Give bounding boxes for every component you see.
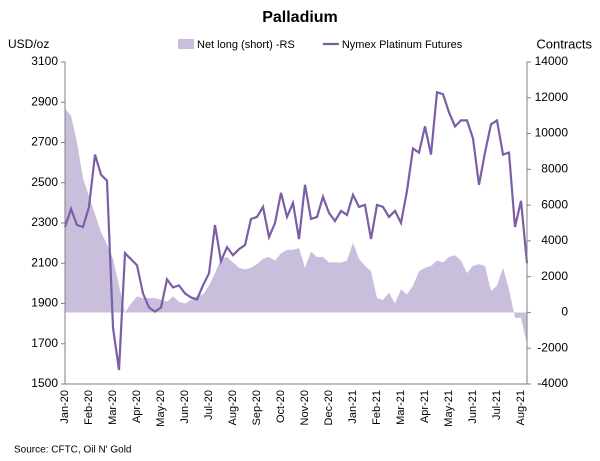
x-tick-label: Mar-21 [395,390,407,425]
x-tick-label: Apr-21 [419,390,431,423]
y-tick-label: 1900 [31,296,58,310]
x-tick-label: Jun-20 [179,390,191,424]
y2-tick-label: 6000 [541,197,568,211]
x-tick-label: Feb-21 [371,390,383,425]
x-tick-label: Jul-21 [491,390,503,420]
y2-tick-label: 2000 [541,269,568,283]
x-tick-label: Apr-20 [131,390,143,423]
y2-tick-label: 0 [561,305,568,319]
x-tick-label: May-20 [155,390,167,427]
x-tick-label: Feb-20 [83,390,95,425]
x-tick-label: May-21 [443,390,455,427]
y2-tick-label: -4000 [537,376,568,390]
y-axis-label: USD/oz [8,37,49,51]
legend-label: Net long (short) -RS [197,39,295,51]
y-tick-label: 1500 [31,376,58,390]
y-tick-label: 2500 [31,175,58,189]
y-tick-label: 2700 [31,135,58,149]
line [63,90,529,371]
x-tick-label: Nov-20 [299,390,311,425]
y2-axis-label: Contracts [536,36,592,51]
x-tick-label: Jun-21 [467,390,479,424]
y2-tick-label: 14000 [535,54,569,68]
y-tick-label: 2100 [31,255,58,269]
x-tick-label: Aug-20 [227,390,239,425]
y2-tick-label: 4000 [541,233,568,247]
y2-tick-label: -2000 [537,340,568,354]
x-tick-label: Aug-21 [515,390,527,425]
y2-tick-label: 12000 [535,90,569,104]
x-tick-label: Jan-21 [347,390,359,424]
x-tick-label: Sep-20 [251,390,263,425]
legend-label: Nymex Platinum Futures [342,39,463,51]
chart-title: Palladium [262,9,338,26]
area [65,108,527,345]
y2-tick-label: 10000 [535,126,569,140]
y-tick-label: 3100 [31,54,58,68]
x-tick-label: Mar-20 [107,390,119,425]
x-tick-label: Jul-20 [203,390,215,420]
y-tick-label: 1700 [31,336,58,350]
x-tick-label: Dec-20 [323,390,335,425]
legend-swatch [178,39,194,49]
y-tick-label: 2900 [31,94,58,108]
y2-tick-label: 8000 [541,162,568,176]
y-tick-label: 2300 [31,215,58,229]
x-tick-label: Jan-20 [59,390,71,424]
source-note: Source: CFTC, Oil N' Gold [14,445,132,456]
x-tick-label: Oct-20 [275,390,287,423]
